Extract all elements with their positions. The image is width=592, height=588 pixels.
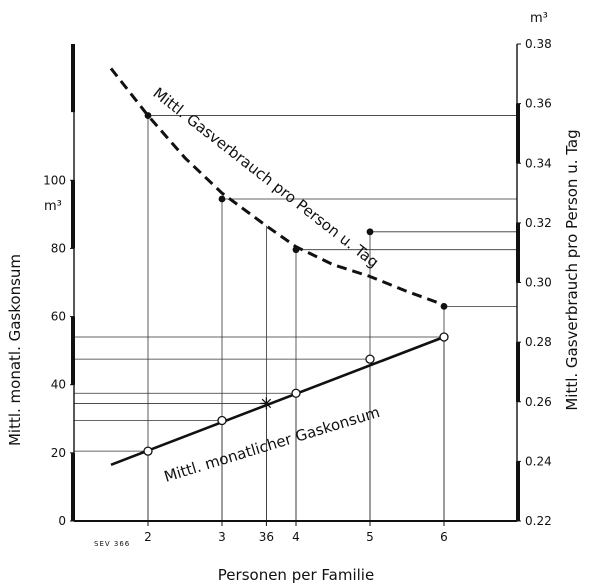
data-point-filled — [292, 246, 300, 254]
y-tick-label-left: 60 — [51, 310, 66, 324]
y-tick-label-right: 0.24 — [525, 454, 552, 468]
y-tick-label-left: 20 — [51, 446, 66, 460]
x-tick-label: 6 — [440, 530, 448, 544]
x-tick-label: 5 — [366, 530, 374, 544]
x-tick-label: 2 — [144, 530, 152, 544]
x-tick-label: 3 — [218, 530, 226, 544]
y-tick-label-right: 0.34 — [525, 156, 552, 170]
data-point-open — [143, 446, 153, 456]
y-axis-label-right: Mittl. Gasverbrauch pro Person u. Tag — [563, 129, 581, 410]
y-tick-label-right: 0.36 — [525, 97, 552, 111]
data-point-filled — [366, 228, 374, 236]
data-point-star — [260, 397, 273, 410]
data-point-filled — [144, 112, 152, 119]
y-tick-label-left: 40 — [51, 378, 66, 392]
star-stroke — [261, 398, 272, 409]
data-point-filled — [440, 302, 448, 310]
y-tick-label-right: 0.28 — [525, 335, 552, 349]
markers — [143, 112, 449, 456]
y-tick-label-right: 0.30 — [525, 276, 552, 290]
figure-code: SEV 366 — [94, 540, 130, 548]
y-tick-label-left: 100 — [43, 173, 66, 187]
data-point-open — [365, 354, 375, 364]
gridlines — [74, 115, 517, 521]
y-tick-label-right: 0.22 — [525, 514, 552, 528]
series-line-gasverbrauch — [109, 67, 445, 307]
tick-labels: 0 20 40 60 80 100 0.22 0.24 0.26 0.28 0.30 0.32 0.34… — [43, 37, 552, 544]
x-tick-label: 4 — [292, 530, 300, 544]
data-point-open — [439, 332, 449, 342]
series-label-solid: Mittl. monatlicher Gaskonsum — [162, 403, 382, 486]
y-tick-label-right: 0.32 — [525, 216, 552, 230]
y-tick-label-right: 0.26 — [525, 395, 552, 409]
x-axis-label: Personen per Familie — [218, 566, 374, 584]
x-tick-label: 36 — [259, 530, 274, 544]
y-tick-label-right: 0.38 — [525, 37, 552, 51]
series-line-gaskonsum — [110, 335, 445, 467]
right-unit-label: m³ — [530, 11, 548, 26]
data-point-filled — [218, 195, 226, 203]
left-unit-label: m³ — [44, 199, 62, 214]
series-label-dashed: Mittl. Gasverbrauch pro Person u. Tag — [150, 84, 383, 271]
y-axis-label-left: Mittl. monatl. Gaskonsum — [6, 254, 24, 446]
data-point-open — [291, 388, 301, 398]
y-tick-label-left: 0 — [58, 514, 66, 528]
data-point-open — [217, 415, 227, 426]
y-tick-label-left: 80 — [51, 241, 66, 255]
series-lines — [109, 67, 445, 467]
